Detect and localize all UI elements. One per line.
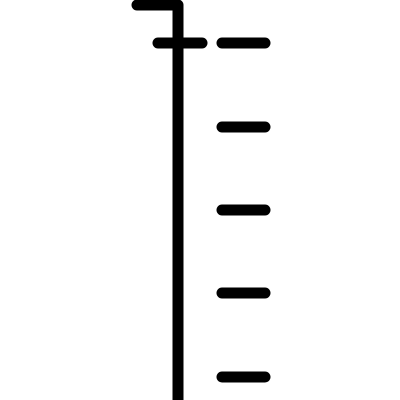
ruler-top-hook (131, 0, 184, 400)
